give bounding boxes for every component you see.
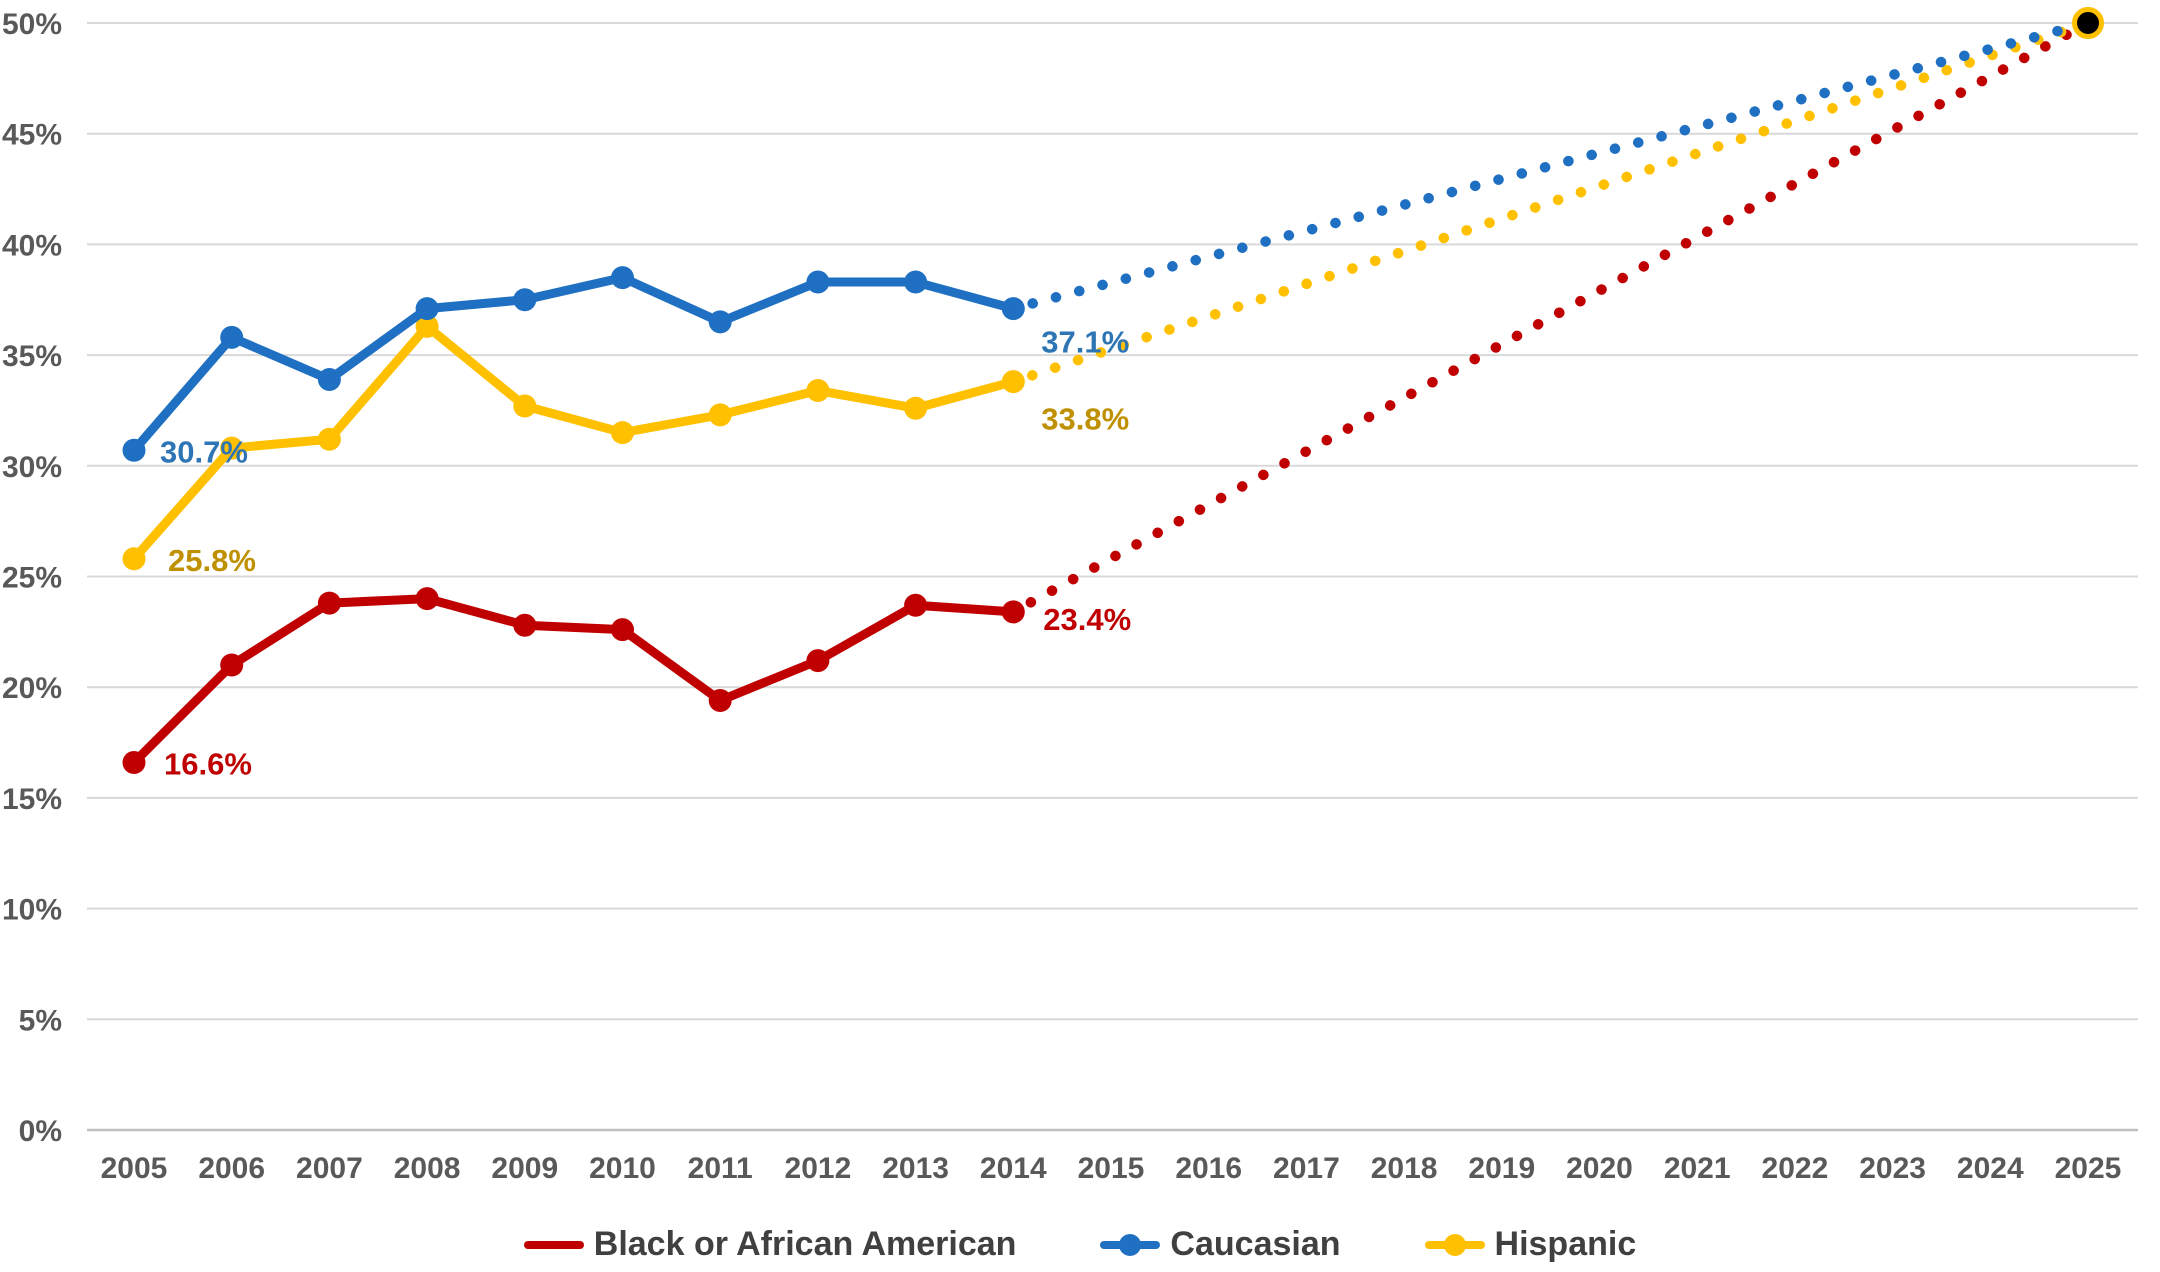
y-axis-tick-label: 15%: [2, 783, 62, 816]
y-axis-tick-label: 25%: [2, 562, 62, 595]
x-axis-tick-label: 2022: [1762, 1152, 1829, 1185]
last-point-label-hispanic: 33.8%: [1041, 402, 1129, 437]
series-line-hispanic: [129, 321, 1018, 564]
data-point-marker-caucasian: [415, 297, 439, 321]
x-axis-tick-label: 2016: [1175, 1152, 1242, 1185]
x-axis-tick-label: 2010: [589, 1152, 656, 1185]
legend-label: Caucasian: [1170, 1225, 1341, 1263]
projection-line-hispanic: [1027, 17, 2094, 381]
legend-label: Hispanic: [1494, 1225, 1637, 1263]
y-axis-tick-label: 30%: [2, 451, 62, 484]
legend-item-black-or-african-american: Black or African American: [523, 1225, 1017, 1264]
data-point-marker-black-or-african-american: [220, 653, 244, 677]
data-point-marker-caucasian: [904, 270, 928, 294]
y-axis-tick-label: 45%: [2, 119, 62, 152]
series-line-caucasian: [129, 273, 1018, 455]
y-axis-tick-label: 0%: [19, 1115, 62, 1148]
first-point-label-hispanic: 25.8%: [168, 543, 256, 578]
data-point-marker-hispanic: [415, 314, 439, 338]
x-axis-tick-label: 2007: [296, 1152, 363, 1185]
data-point-marker-caucasian: [1001, 297, 1025, 321]
data-point-marker-caucasian: [806, 270, 830, 294]
blue-line-dot-legend-icon: [1100, 1233, 1161, 1257]
x-axis-tick-label: 2005: [101, 1152, 168, 1185]
projection-line-black-or-african-american: [1025, 17, 2094, 608]
data-point-marker-black-or-african-american: [415, 587, 439, 611]
data-point-marker-caucasian: [317, 367, 341, 391]
x-axis-tick-label: 2012: [785, 1152, 852, 1185]
data-point-marker-hispanic: [1001, 370, 1025, 394]
y-axis-tick-label: 50%: [2, 8, 62, 41]
data-point-marker-black-or-african-american: [806, 649, 830, 673]
x-axis-tick-label: 2013: [882, 1152, 949, 1185]
x-axis-tick-label: 2021: [1664, 1152, 1731, 1185]
x-axis-tick-label: 2018: [1371, 1152, 1438, 1185]
x-axis-tick-label: 2011: [688, 1152, 753, 1185]
x-axis-tick-label: 2024: [1957, 1152, 2024, 1185]
first-point-label-caucasian: 30.7%: [160, 434, 248, 469]
legend-item-caucasian: Caucasian: [1100, 1225, 1341, 1264]
data-point-marker-black-or-african-american: [611, 618, 634, 642]
data-point-marker-hispanic: [317, 427, 341, 451]
x-axis-tick-label: 2014: [980, 1152, 1047, 1185]
x-axis-tick-label: 2020: [1566, 1152, 1633, 1185]
x-axis-tick-label: 2025: [2055, 1152, 2122, 1185]
projection-target-point: [2072, 7, 2104, 39]
data-point-marker-hispanic: [806, 379, 830, 403]
x-axis-tick-label: 2015: [1078, 1152, 1145, 1185]
x-axis-tick-label: 2017: [1273, 1152, 1340, 1185]
last-point-label-black-or-african-american: 23.4%: [1043, 602, 1131, 637]
projection-line-caucasian: [1027, 17, 2094, 309]
data-point-marker-caucasian: [220, 325, 244, 349]
legend-item-hispanic: Hispanic: [1424, 1225, 1637, 1264]
data-point-marker-hispanic: [708, 403, 732, 427]
data-point-marker-black-or-african-american: [1001, 600, 1025, 624]
legend-label: Black or African American: [593, 1225, 1017, 1263]
y-axis-tick-label: 40%: [2, 229, 62, 262]
data-point-marker-black-or-african-american: [904, 593, 928, 617]
data-point-marker-hispanic: [122, 547, 146, 571]
y-axis-tick-label: 20%: [2, 672, 62, 705]
y-axis-tick-label: 10%: [2, 894, 62, 927]
x-axis-tick-label: 2008: [394, 1152, 461, 1185]
data-point-marker-caucasian: [122, 438, 146, 462]
series-line-black-or-african-american: [129, 594, 1018, 767]
x-axis-tick-label: 2006: [198, 1152, 265, 1185]
x-axis-tick-label: 2023: [1859, 1152, 1926, 1185]
data-point-marker-caucasian: [611, 266, 634, 290]
chart-legend: Black or African American Caucasian Hisp…: [0, 1225, 2160, 1264]
x-axis-tick-label: 2009: [491, 1152, 558, 1185]
data-point-marker-caucasian: [513, 288, 537, 312]
data-point-marker-black-or-african-american: [122, 750, 146, 774]
data-point-marker-hispanic: [220, 436, 244, 460]
red-line-legend-icon: [523, 1233, 584, 1257]
y-axis-tick-label: 5%: [19, 1004, 62, 1037]
data-point-marker-black-or-african-american: [317, 591, 341, 615]
data-point-marker-hispanic: [904, 396, 928, 420]
yellow-line-dot-legend-icon: [1424, 1233, 1485, 1257]
x-axis-tick-label: 2019: [1468, 1152, 1535, 1185]
data-point-marker-hispanic: [611, 421, 634, 445]
data-point-marker-hispanic: [513, 394, 537, 418]
last-point-label-caucasian: 37.1%: [1041, 325, 1129, 360]
data-point-marker-black-or-african-american: [708, 688, 732, 712]
y-axis-tick-label: 35%: [2, 340, 62, 373]
data-point-marker-caucasian: [708, 310, 732, 334]
first-point-label-black-or-african-american: 16.6%: [164, 746, 252, 781]
data-point-marker-black-or-african-american: [513, 613, 537, 637]
